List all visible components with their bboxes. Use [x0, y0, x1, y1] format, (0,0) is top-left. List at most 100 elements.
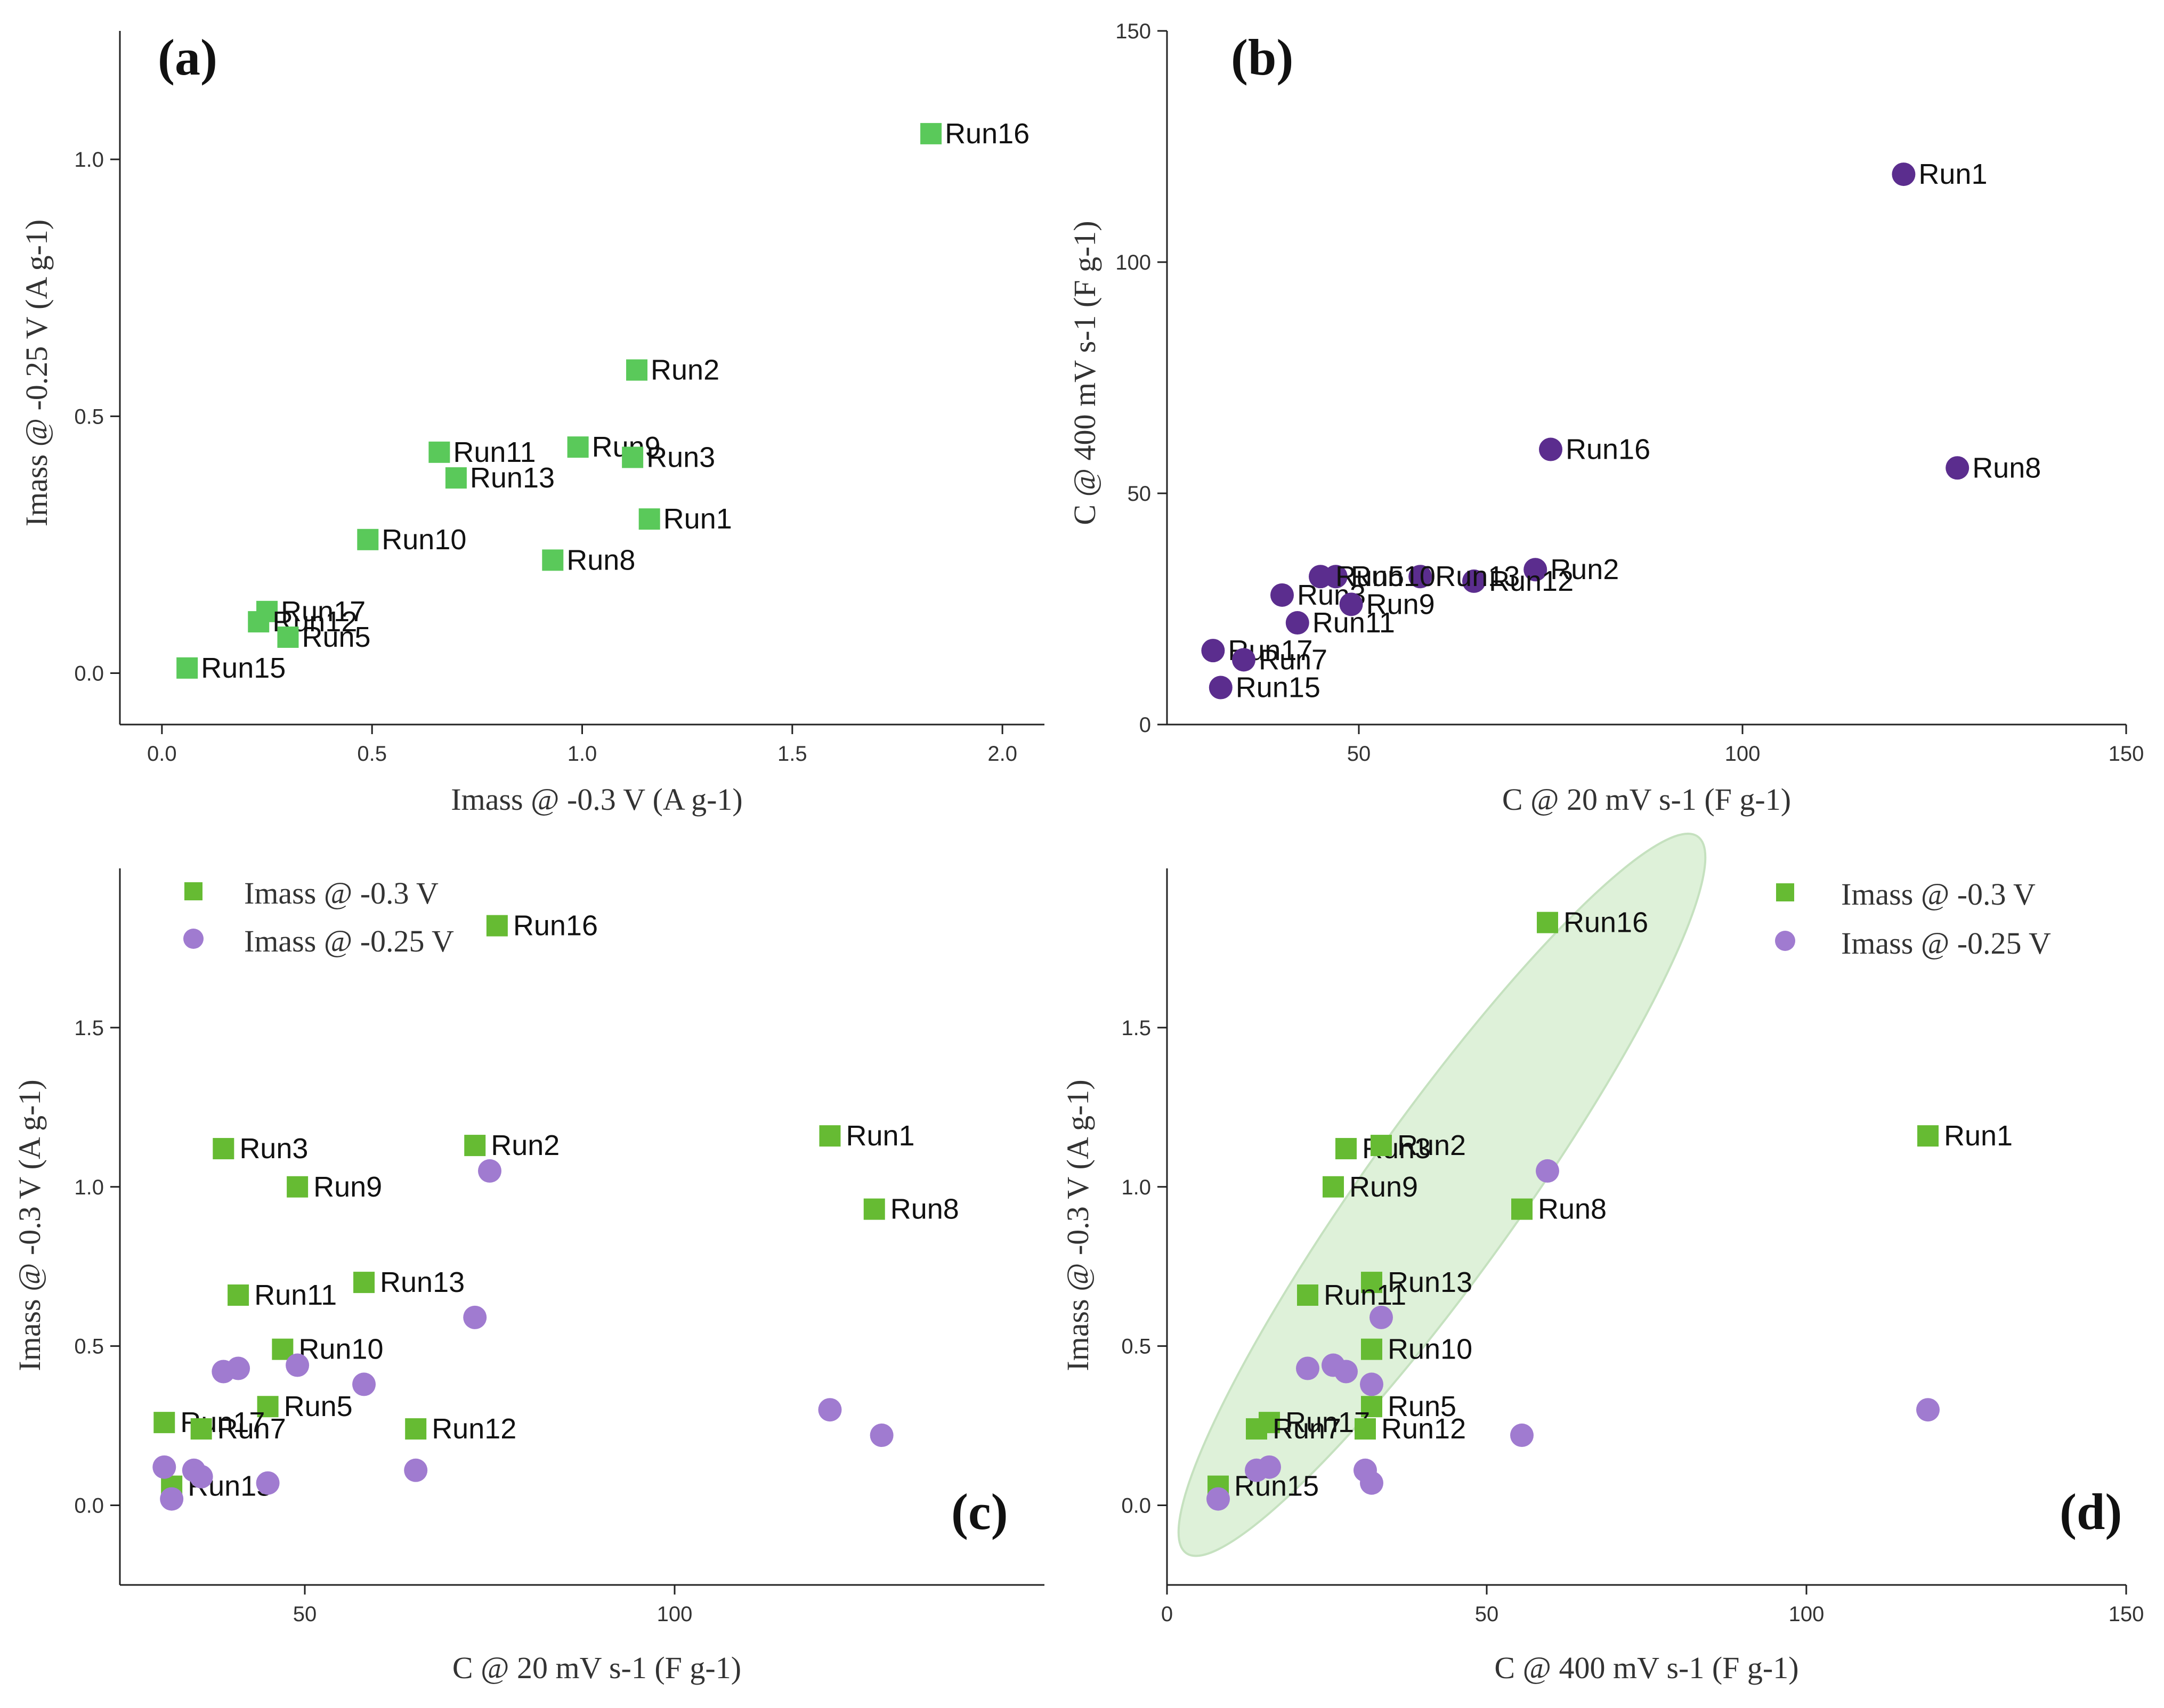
- data-point-label: Run13: [380, 1266, 465, 1298]
- data-point-square: [405, 1418, 427, 1440]
- data-point-circle: [1285, 611, 1309, 635]
- data-point-label: Run8: [566, 544, 635, 576]
- data-point-square: [257, 1396, 279, 1418]
- data-point-label: Run8: [890, 1193, 959, 1225]
- data-point-square: [638, 508, 660, 530]
- data-point-square: [190, 1418, 212, 1440]
- panel-c-series-2: [152, 1159, 894, 1511]
- data-point-circle: [1232, 648, 1255, 672]
- data-point-square: [1361, 1396, 1382, 1418]
- data-point-label: Run10: [1388, 1333, 1472, 1365]
- data-point-square: [1246, 1418, 1267, 1440]
- data-point-circle: [1334, 1360, 1358, 1384]
- data-point-square: [1355, 1418, 1376, 1440]
- panel-c-y-tick-label: 0.0: [74, 1494, 104, 1518]
- data-point-label: Run10: [298, 1333, 383, 1365]
- panel-d-series-1: Run16Run1Run3Run2Run9Run8Run13Run11Run10…: [1207, 907, 2013, 1502]
- data-point-label: Run15: [1236, 672, 1320, 704]
- data-point-square: [248, 611, 270, 633]
- panel-b-x-tick-label: 50: [1347, 742, 1371, 766]
- panel-d-y-axis-title: Imass @ -0.3 V (A g-1): [1060, 1079, 1095, 1371]
- panel-c-x-tick-label: 50: [293, 1603, 317, 1626]
- data-point-square: [1335, 1138, 1357, 1160]
- panel-a-x-tick-label: 2.0: [987, 742, 1017, 766]
- data-point-square: [542, 549, 564, 571]
- data-point-circle: [1339, 592, 1363, 616]
- data-point-square: [863, 1198, 885, 1220]
- data-point-label: Run16: [513, 910, 598, 942]
- data-point-circle: [160, 1487, 184, 1511]
- panel-a-x-tick-label: 1.5: [777, 742, 807, 766]
- data-point-circle: [1206, 1487, 1230, 1511]
- data-point-circle: [286, 1353, 310, 1377]
- data-point-circle: [1462, 569, 1486, 593]
- data-point-square: [1361, 1338, 1382, 1360]
- data-point-square: [176, 657, 198, 679]
- panel-c-y-axis-title: Imass @ -0.3 V (A g-1): [12, 1079, 47, 1371]
- data-point-label: Run2: [1550, 554, 1619, 585]
- data-point-label: Run16: [945, 118, 1030, 150]
- panel-b-series-1: Run1Run16Run8Run2Run12Run13Run10Run5Run3…: [1201, 158, 2041, 704]
- data-point-circle: [1369, 1305, 1393, 1329]
- data-point-circle: [1916, 1398, 1940, 1422]
- data-point-circle: [870, 1424, 894, 1447]
- data-point-label: Run1: [846, 1120, 914, 1152]
- data-point-square: [357, 528, 379, 550]
- data-point-label: Run13: [470, 462, 555, 494]
- data-point-circle: [1201, 639, 1225, 663]
- panel-c-legend-circle-marker: [183, 929, 204, 949]
- panel-d-y-tick-label: 1.5: [1121, 1016, 1151, 1040]
- data-point-square: [1917, 1125, 1939, 1147]
- data-point-circle: [463, 1305, 487, 1329]
- data-point-label: Run13: [1435, 560, 1520, 592]
- data-point-label: Run5: [1335, 560, 1404, 592]
- data-point-label: Run5: [1388, 1390, 1456, 1422]
- data-point-label: Run8: [1538, 1193, 1607, 1225]
- data-point-label: Run11: [1312, 607, 1395, 639]
- data-point-square: [228, 1284, 249, 1306]
- data-point-label: Run2: [1397, 1129, 1466, 1161]
- data-point-label: Run12: [1489, 565, 1574, 597]
- data-point-label: Run1: [663, 503, 732, 535]
- panel-d-x-tick-label: 50: [1475, 1603, 1499, 1626]
- panel-d-plot-area: 0 50 100 1500.00.51.01.5Run16Run1Run3Run2Ru…: [1121, 832, 2144, 1626]
- data-point-square: [1511, 1198, 1533, 1220]
- data-point-label: Run5: [284, 1390, 353, 1422]
- panel-a-y-tick-label: 0.5: [74, 405, 104, 428]
- data-point-square: [1323, 1176, 1344, 1198]
- data-point-label: Run7: [217, 1413, 286, 1445]
- data-point-circle: [1892, 162, 1916, 186]
- panel-b-y-tick-label: 50: [1128, 482, 1152, 506]
- data-point-circle: [189, 1465, 213, 1489]
- data-point-label: Run1: [1918, 158, 1987, 190]
- data-point-circle: [352, 1372, 376, 1396]
- data-point-square: [153, 1412, 175, 1434]
- data-point-circle: [1946, 456, 1970, 480]
- panel-d-series-2: [1206, 1159, 1940, 1511]
- data-point-label: Run13: [1388, 1266, 1472, 1298]
- panel-d-legend-entry-1: Imass @ -0.3 V: [1841, 877, 2036, 912]
- panel-d-legend: Imass @ -0.3 V Imass @ -0.25 V: [1775, 877, 2051, 961]
- panel-b-y-tick-label: 0: [1139, 713, 1151, 737]
- data-point-square: [464, 1135, 486, 1157]
- panel-a-x-tick-label: 0.5: [357, 742, 387, 766]
- panel-b-x-tick-label: 100: [1725, 742, 1761, 766]
- data-point-circle: [226, 1356, 250, 1380]
- data-point-label: Run16: [1563, 907, 1648, 939]
- panel-d-x-tick-label: 150: [2109, 1603, 2144, 1626]
- panel-a-y-axis-title: Imass @ -0.25 V (A g-1): [19, 219, 54, 526]
- data-point-label: Run15: [201, 652, 286, 684]
- panel-b-y-axis-title: C @ 400 mV s-1 (F g-1): [1067, 221, 1102, 525]
- data-point-circle: [1360, 1372, 1383, 1396]
- data-point-label: Run7: [1259, 644, 1327, 676]
- panel-a-label: (a): [158, 29, 217, 86]
- data-point-circle: [818, 1398, 842, 1422]
- panel-d-x-axis-title: C @ 400 mV s-1 (F g-1): [1494, 1650, 1798, 1685]
- data-point-label: Run3: [646, 441, 715, 473]
- data-point-label: Run9: [1366, 588, 1435, 620]
- data-point-square: [1537, 912, 1558, 933]
- panel-b-y-tick-label: 100: [1115, 251, 1151, 274]
- panel-c-label: (c): [951, 1483, 1008, 1540]
